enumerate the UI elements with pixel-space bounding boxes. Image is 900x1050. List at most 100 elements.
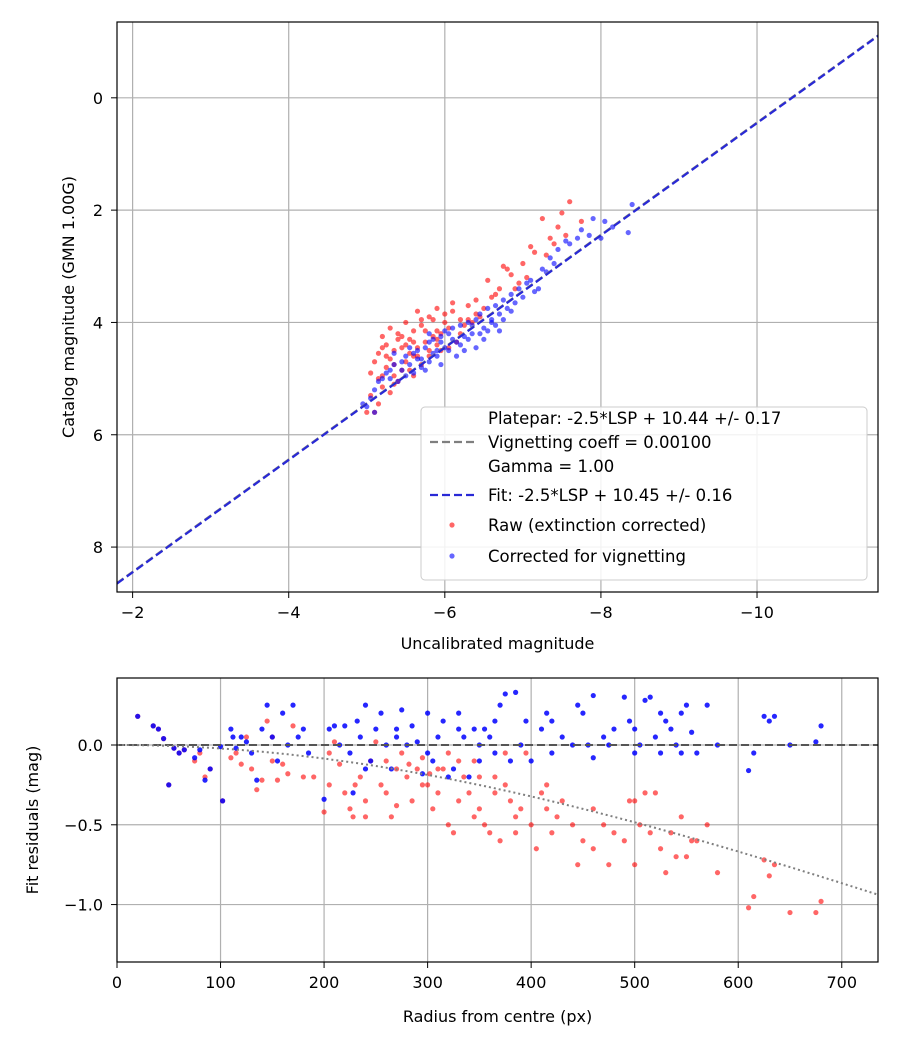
corrected-point [414, 347, 421, 354]
corrected-residual-point [601, 734, 607, 740]
corrected-point [473, 317, 479, 323]
corrected-point [453, 339, 460, 345]
corrected-residual-point [621, 694, 627, 700]
raw-point [387, 356, 393, 362]
raw-point [496, 286, 503, 292]
raw-residual-point [264, 718, 270, 724]
corrected-residual-point [647, 694, 653, 700]
corrected-residual-point [419, 771, 426, 777]
raw-residual-point [269, 758, 275, 764]
top-xtick-label: −2 [121, 603, 145, 622]
corrected-point [426, 359, 432, 365]
top-ytick-label: 6 [93, 426, 103, 445]
raw-point [481, 305, 487, 312]
raw-point [387, 390, 393, 396]
raw-point [473, 297, 479, 303]
corrected-residual-point [497, 702, 503, 708]
raw-point [528, 244, 534, 250]
corrected-residual-point [745, 767, 752, 774]
raw-residual-point [378, 782, 384, 788]
raw-residual-point [326, 782, 332, 788]
corrected-point [399, 359, 405, 365]
raw-residual-point [683, 854, 690, 860]
bottom-xtick-label: 0 [112, 973, 122, 992]
corrected-residual-point [761, 713, 767, 719]
bottom-xtick-label: 400 [516, 973, 547, 992]
raw-point [379, 384, 385, 390]
corrected-point [547, 255, 553, 261]
corrected-point [477, 331, 483, 337]
bottom-xtick-label: 300 [412, 973, 443, 992]
raw-point [407, 336, 413, 342]
raw-residual-point [425, 782, 431, 788]
corrected-point [426, 331, 432, 337]
raw-residual-point [813, 909, 819, 916]
raw-residual-point [626, 798, 633, 804]
raw-point [403, 359, 409, 365]
top-ytick-label: 0 [93, 89, 103, 108]
corrected-point [481, 325, 487, 331]
corrected-residual-point [694, 750, 700, 756]
raw-point [410, 328, 417, 334]
corrected-residual-point [430, 758, 436, 764]
raw-residual-point [476, 774, 482, 780]
raw-point [492, 291, 499, 297]
corrected-residual-point [668, 726, 674, 732]
raw-residual-point [248, 766, 255, 772]
corrected-residual-point [254, 777, 260, 783]
raw-residual-point [590, 806, 596, 812]
raw-residual-point [326, 750, 332, 756]
corrected-residual-point [766, 718, 772, 724]
corrected-point [457, 322, 464, 328]
corrected-point [500, 317, 506, 323]
raw-point [395, 331, 401, 337]
corrected-point [438, 333, 444, 340]
raw-point [539, 215, 545, 222]
corrected-residual-point [575, 702, 581, 708]
legend-entry: Fit: -2.5*LSP + 10.45 +/- 0.16 [488, 486, 732, 505]
raw-point [434, 342, 440, 348]
corrected-point [375, 378, 382, 385]
corrected-residual-point [456, 710, 462, 716]
raw-residual-point [350, 814, 356, 820]
raw-residual-point [388, 814, 394, 820]
raw-residual-point [274, 777, 281, 783]
raw-point [567, 199, 573, 205]
corrected-point [574, 235, 581, 241]
corrected-point [625, 229, 631, 236]
bottom-plot-data [117, 689, 878, 916]
raw-residual-point [590, 846, 596, 852]
corrected-residual-point [176, 750, 182, 756]
raw-point [450, 308, 456, 314]
vignetting-model-curve [117, 744, 878, 896]
corrected-point [496, 311, 503, 317]
corrected-point [602, 218, 608, 224]
raw-point [465, 302, 471, 309]
corrected-point [383, 370, 389, 376]
corrected-residual-point [414, 739, 420, 745]
raw-residual-point [689, 838, 695, 844]
corrected-residual-point [269, 734, 275, 740]
raw-point [563, 232, 569, 238]
raw-residual-point [766, 873, 772, 879]
raw-residual-point [445, 750, 451, 756]
bottom-y-axis-label: Fit residuals (mag) [23, 746, 42, 895]
corrected-residual-point [663, 718, 669, 724]
corrected-point [379, 376, 385, 382]
raw-point [512, 286, 518, 292]
corrected-residual-point [300, 726, 306, 732]
corrected-point [508, 291, 514, 297]
corrected-point [371, 409, 378, 415]
raw-residual-point [435, 790, 441, 796]
corrected-point [399, 367, 405, 373]
corrected-residual-point [492, 750, 498, 756]
raw-residual-point [502, 750, 508, 756]
corrected-residual-point [368, 758, 374, 764]
corrected-residual-point [378, 710, 384, 716]
raw-point [418, 317, 424, 323]
raw-residual-point [569, 822, 576, 828]
corrected-residual-point [409, 723, 415, 729]
corrected-point [461, 347, 467, 354]
raw-residual-point [419, 782, 426, 788]
top-ytick-label: 4 [93, 313, 103, 332]
